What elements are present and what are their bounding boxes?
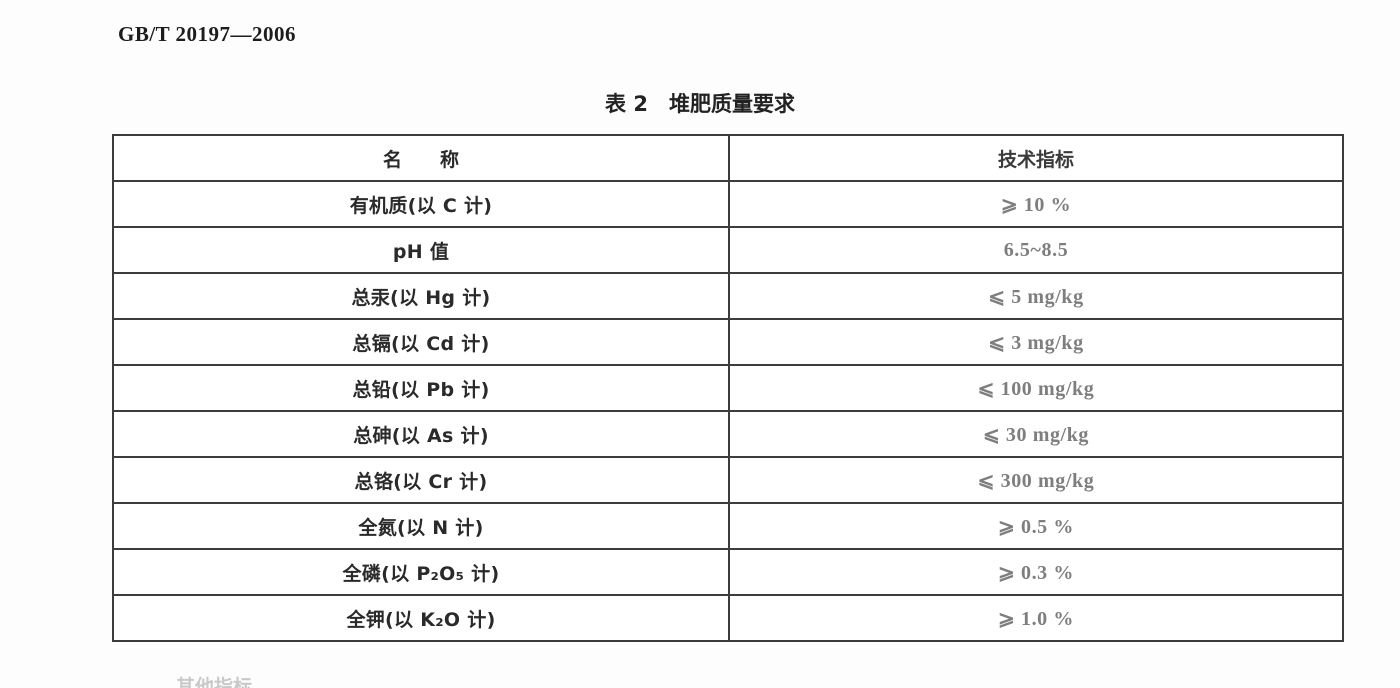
technical-index-label: ⩽ 300 mg/kg — [977, 469, 1095, 492]
column-header-name: 名 称 — [112, 134, 730, 182]
technical-index-label: ⩾ 1.0 % — [998, 607, 1074, 630]
cell-parameter-name: pH 值 — [112, 226, 730, 274]
cell-parameter-name: 全磷(以 P₂O₅ 计) — [112, 548, 730, 596]
cell-parameter-name: 有机质(以 C 计) — [112, 180, 730, 228]
table-row: 总铬(以 Cr 计) ⩽ 300 mg/kg — [112, 456, 1344, 504]
parameter-name-label: 总铅(以 Pb 计) — [352, 378, 490, 401]
technical-index-label: ⩾ 0.5 % — [998, 515, 1074, 538]
cell-parameter-name: 总汞(以 Hg 计) — [112, 272, 730, 320]
table-row: 总砷(以 As 计) ⩽ 30 mg/kg — [112, 410, 1344, 458]
table-row: 总镉(以 Cd 计) ⩽ 3 mg/kg — [112, 318, 1344, 366]
cell-technical-index: ⩾ 0.5 % — [728, 502, 1344, 550]
cell-parameter-name: 全钾(以 K₂O 计) — [112, 594, 730, 642]
table-row: pH 值 6.5~8.5 — [112, 226, 1344, 274]
cell-technical-index: ⩾ 0.3 % — [728, 548, 1344, 596]
cell-technical-index: ⩾ 10 % — [728, 180, 1344, 228]
technical-index-label: ⩽ 3 mg/kg — [988, 331, 1084, 354]
compost-quality-table: 名 称 技术指标 有机质(以 C 计) ⩾ 10 % pH 值 6.5~8.5 总汞(以… — [112, 134, 1344, 642]
cell-technical-index: ⩽ 30 mg/kg — [728, 410, 1344, 458]
cell-technical-index: ⩽ 3 mg/kg — [728, 318, 1344, 366]
table-body: 名 称 技术指标 有机质(以 C 计) ⩾ 10 % pH 值 6.5~8.5 总汞(以… — [112, 134, 1344, 642]
parameter-name-label: 全钾(以 K₂O 计) — [346, 608, 496, 631]
cell-parameter-name: 总铬(以 Cr 计) — [112, 456, 730, 504]
table-row: 有机质(以 C 计) ⩾ 10 % — [112, 180, 1344, 228]
table-row: 全氮(以 N 计) ⩾ 0.5 % — [112, 502, 1344, 550]
column-header-value-label: 技术指标 — [997, 148, 1074, 171]
clipped-footer-text: 其他指标 — [176, 676, 253, 688]
parameter-name-label: 总镉(以 Cd 计) — [352, 332, 490, 355]
cell-technical-index: ⩽ 300 mg/kg — [728, 456, 1344, 504]
technical-index-label: ⩾ 0.3 % — [998, 561, 1074, 584]
technical-index-label: ⩽ 100 mg/kg — [977, 377, 1095, 400]
column-header-name-label: 名 称 — [382, 148, 459, 171]
parameter-name-label: 总铬(以 Cr 计) — [354, 470, 488, 493]
cell-technical-index: ⩽ 5 mg/kg — [728, 272, 1344, 320]
table-row: 全磷(以 P₂O₅ 计) ⩾ 0.3 % — [112, 548, 1344, 596]
column-header-value: 技术指标 — [728, 134, 1344, 182]
parameter-name-label: 全氮(以 N 计) — [358, 516, 484, 539]
cell-technical-index: 6.5~8.5 — [728, 226, 1344, 274]
table-row: 全钾(以 K₂O 计) ⩾ 1.0 % — [112, 594, 1344, 642]
cell-technical-index: ⩾ 1.0 % — [728, 594, 1344, 642]
cell-parameter-name: 总铅(以 Pb 计) — [112, 364, 730, 412]
table-row: 总汞(以 Hg 计) ⩽ 5 mg/kg — [112, 272, 1344, 320]
parameter-name-label: 有机质(以 C 计) — [349, 194, 493, 217]
technical-index-label: ⩽ 5 mg/kg — [988, 285, 1084, 308]
parameter-name-label: pH 值 — [392, 240, 450, 263]
table-header-row: 名 称 技术指标 — [112, 134, 1344, 182]
cell-parameter-name: 总砷(以 As 计) — [112, 410, 730, 458]
parameter-name-label: 总砷(以 As 计) — [353, 424, 489, 447]
cell-parameter-name: 全氮(以 N 计) — [112, 502, 730, 550]
technical-index-label: 6.5~8.5 — [1003, 238, 1069, 261]
table-row: 总铅(以 Pb 计) ⩽ 100 mg/kg — [112, 364, 1344, 412]
standard-number: GB/T 20197—2006 — [118, 22, 297, 46]
parameter-name-label: 总汞(以 Hg 计) — [351, 286, 491, 309]
technical-index-label: ⩾ 10 % — [1000, 193, 1072, 216]
parameter-name-label: 全磷(以 P₂O₅ 计) — [342, 562, 500, 585]
technical-index-label: ⩽ 30 mg/kg — [982, 423, 1090, 446]
table-caption: 表 2 堆肥质量要求 — [605, 92, 795, 116]
cell-technical-index: ⩽ 100 mg/kg — [728, 364, 1344, 412]
spec-table-container: 名 称 技术指标 有机质(以 C 计) ⩾ 10 % pH 值 6.5~8.5 总汞(以… — [112, 134, 1344, 642]
cell-parameter-name: 总镉(以 Cd 计) — [112, 318, 730, 366]
